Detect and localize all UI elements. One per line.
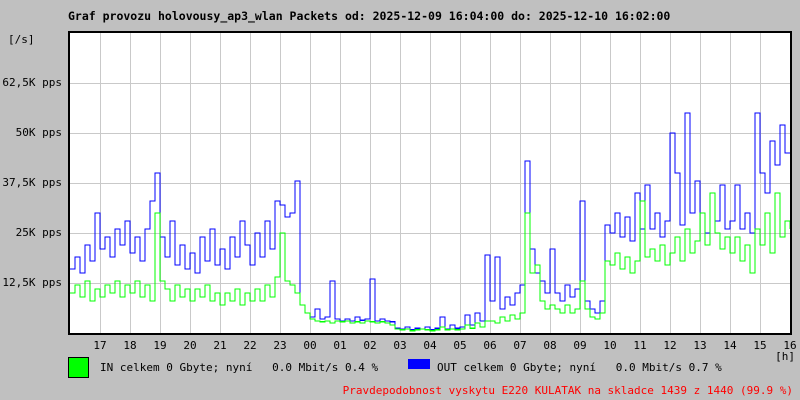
x-tick-label: 08 [543,339,557,352]
x-axis-unit-label: [h] [775,350,795,363]
x-tick-label: 17 [93,339,107,352]
x-tick-label: 16 [783,339,797,352]
y-axis-unit-label: [/s] [8,33,35,46]
graph-title: Graf provozu holovousy_ap3_wlan Packets … [68,9,671,23]
x-tick-label: 05 [453,339,467,352]
x-tick-label: 15 [753,339,767,352]
x-tick-label: 23 [273,339,287,352]
x-tick-label: 01 [333,339,347,352]
x-tick-label: 12 [663,339,677,352]
x-tick-label: 07 [513,339,527,352]
legend-in-swatch [68,357,89,378]
x-tick-label: 22 [243,339,257,352]
x-tick-label: 21 [213,339,227,352]
legend-out-label: OUT celkem 0 Gbyte; nyní 0.0 Mbit/s 0.7 … [437,361,722,374]
x-tick-label: 18 [123,339,137,352]
y-tick-label: 37,5K pps [2,176,62,189]
legend-in-label: IN celkem 0 Gbyte; nyní 0.0 Mbit/s 0.4 % [100,361,379,374]
x-tick-label: 19 [153,339,167,352]
probability-note: Pravdepodobnost vyskytu E220 KULATAK na … [342,384,793,397]
x-tick-label: 20 [183,339,197,352]
legend-out-swatch [408,359,430,369]
y-tick-label: 62,5K pps [2,76,62,89]
x-tick-label: 04 [423,339,437,352]
x-tick-label: 11 [633,339,647,352]
x-tick-label: 09 [573,339,587,352]
y-tick-label: 50K pps [15,126,62,139]
x-tick-label: 00 [303,339,317,352]
x-tick-label: 10 [603,339,617,352]
x-tick-label: 13 [693,339,707,352]
x-tick-label: 06 [483,339,497,352]
x-tick-label: 03 [393,339,407,352]
x-tick-label: 14 [723,339,737,352]
y-tick-label: 25K pps [15,226,62,239]
y-tick-label: 12,5K pps [2,276,62,289]
x-tick-label: 02 [363,339,377,352]
